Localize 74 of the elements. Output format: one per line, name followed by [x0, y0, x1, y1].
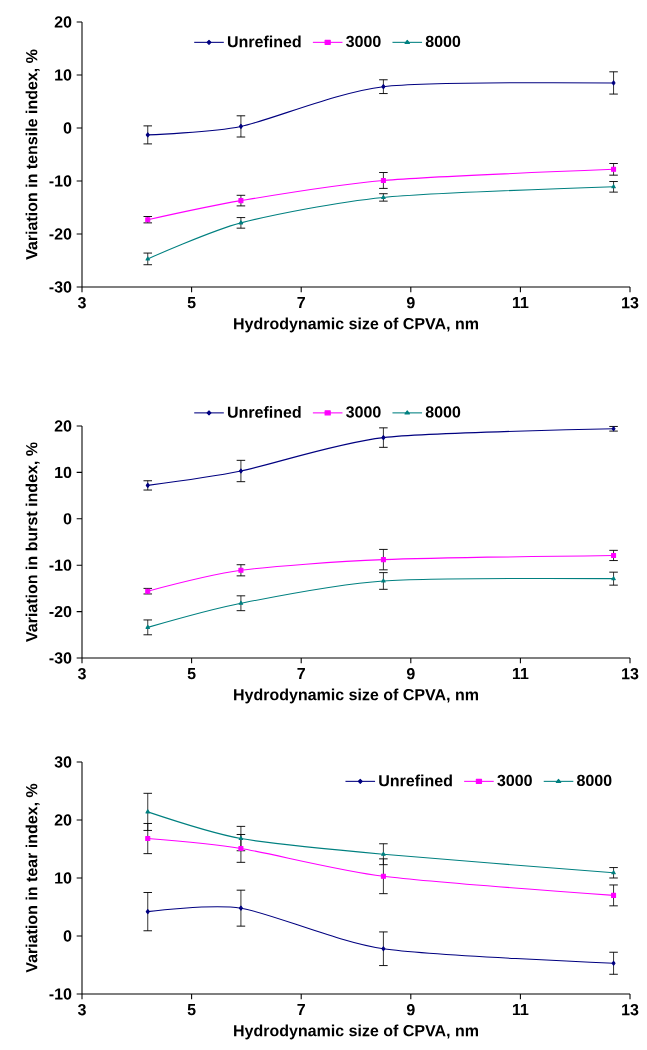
point: [145, 836, 151, 842]
point: [145, 624, 151, 629]
point: [611, 960, 616, 966]
point: [145, 256, 151, 261]
x-tick-label: 7: [297, 668, 305, 680]
legend-label: Unrefined: [227, 35, 301, 48]
point: [611, 892, 617, 898]
x-axis-title: Hydrodynamic size of CPVA, nm: [234, 1024, 478, 1040]
x-tick-label: 7: [297, 297, 305, 309]
legend-label: 3000: [346, 406, 381, 418]
x-tick-label: 5: [187, 668, 196, 680]
y-tick-label: 0: [63, 122, 72, 134]
point: [145, 909, 150, 915]
point: [238, 905, 243, 911]
point: [238, 600, 244, 605]
point: [238, 468, 243, 474]
legend-label: 8000: [577, 774, 612, 787]
y-tick-label: 10: [55, 466, 72, 479]
x-tick-label: 11: [512, 1004, 529, 1016]
point: [238, 836, 244, 841]
x-axis-title: Hydrodynamic size of CPVA, nm: [234, 317, 478, 333]
x-tick-label: 7: [297, 1004, 305, 1016]
y-tick-label: 20: [54, 420, 72, 432]
y-tick-label: 0: [63, 930, 72, 942]
y-tick-label: 30: [54, 756, 72, 768]
y-tick-label: 0: [63, 513, 72, 525]
point: [611, 80, 616, 86]
x-tick-label: 9: [406, 668, 415, 680]
point: [145, 132, 150, 138]
x-tick-label: 11: [512, 297, 529, 309]
legend-label: 3000: [497, 774, 532, 787]
x-axis-title: Hydrodynamic size of CPVA, nm: [234, 688, 478, 704]
legend-label: 8000: [425, 406, 461, 418]
point: [238, 123, 243, 129]
x-tick-label: 13: [622, 1004, 639, 1016]
y-tick-label: -10: [49, 175, 72, 187]
legend-label: 3000: [346, 35, 381, 48]
legend-label: Unrefined: [227, 406, 301, 418]
x-tick-label: 9: [406, 1004, 415, 1016]
point: [381, 946, 386, 952]
y-axis-title: Variation in burst index, %: [25, 442, 40, 642]
x-tick-label: 3: [77, 297, 86, 309]
point: [238, 845, 244, 851]
x-tick-label: 3: [77, 1004, 86, 1016]
y-axis-title: Variation in tear index, %: [25, 783, 40, 973]
x-tick-label: 5: [187, 1004, 196, 1016]
y-tick-label: -30: [49, 281, 72, 293]
y-tick-label: -10: [49, 559, 72, 571]
y-tick-label: 10: [55, 872, 72, 884]
y-tick-label: -20: [49, 605, 72, 618]
point: [380, 177, 386, 183]
x-tick-label: 13: [622, 297, 639, 309]
point: [381, 84, 386, 90]
x-tick-label: 11: [512, 668, 529, 680]
y-tick-label: -10: [49, 988, 72, 1000]
y-tick-label: -30: [49, 652, 72, 664]
point: [380, 873, 386, 879]
legend-label: Unrefined: [379, 774, 452, 787]
y-tick-label: 20: [54, 814, 72, 826]
y-tick-label: 20: [54, 16, 72, 28]
point: [381, 578, 386, 583]
point: [381, 851, 386, 856]
x-tick-label: 9: [406, 297, 415, 309]
y-tick-label: 10: [55, 69, 72, 81]
y-tick-label: -20: [49, 228, 72, 240]
x-tick-label: 13: [622, 668, 639, 680]
point: [145, 809, 151, 814]
point: [611, 576, 616, 581]
point: [381, 435, 386, 441]
x-tick-label: 5: [187, 297, 196, 309]
y-axis-title: Variation in tensile index, %: [25, 49, 40, 260]
x-tick-label: 3: [77, 668, 86, 680]
legend-label: 8000: [425, 35, 461, 48]
point: [380, 557, 386, 563]
